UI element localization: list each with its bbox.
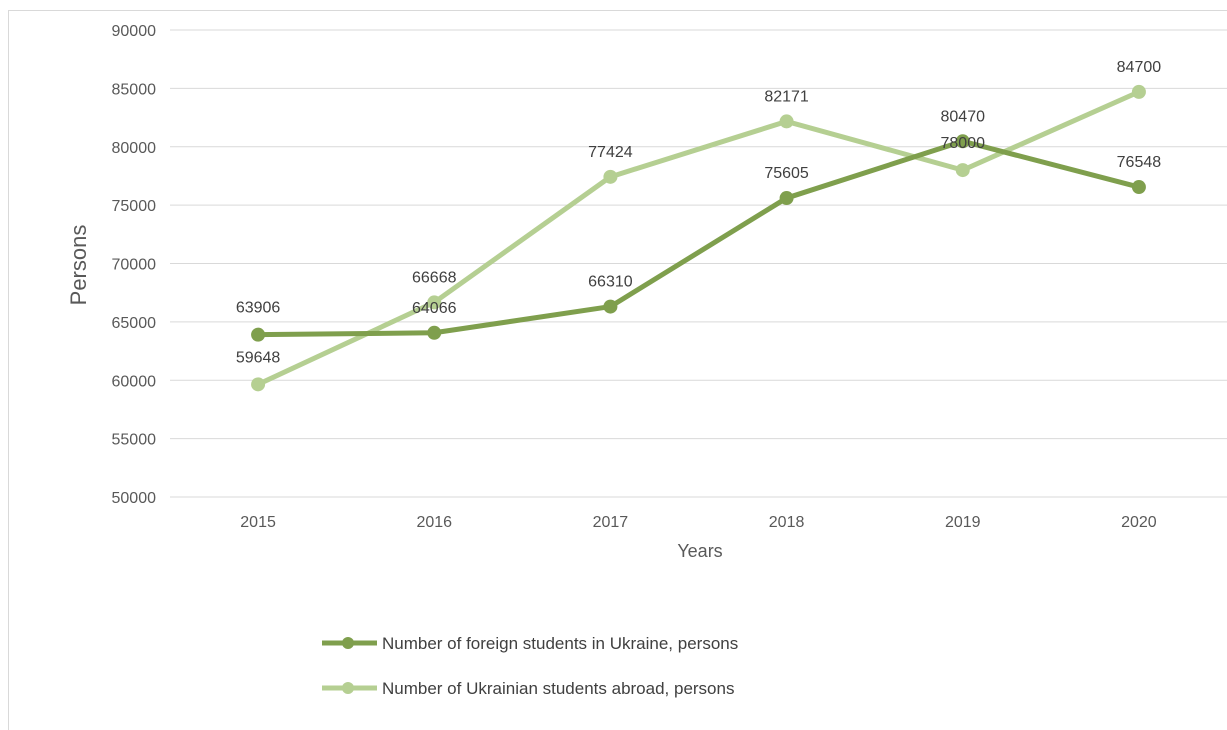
legend-item-ukrainian-students: Number of Ukrainian students abroad, per… [322, 679, 734, 698]
data-point-foreign-students-2019 [955, 134, 970, 149]
legend-marker-foreign-students [342, 637, 354, 649]
data-point-foreign-students-2020 [1131, 180, 1146, 195]
legend-label-ukrainian-students: Number of Ukrainian students abroad, per… [382, 679, 734, 698]
data-label-foreign-students-2018: 75605 [764, 165, 809, 182]
y-axis-ticks: 50000 55000 60000 65000 70000 75000 80000 85000… [112, 23, 157, 507]
x-tick-label-2020: 2020 [1121, 514, 1157, 531]
y-tick-label-80000: 80000 [112, 140, 157, 157]
chart-frame [8, 10, 1227, 730]
data-label-ukrainian-students-2019: 78000 [941, 135, 986, 152]
data-point-ukrainian-students-2020 [1131, 84, 1146, 99]
data-point-ukrainian-students-2018 [779, 114, 794, 129]
legend: Number of foreign students in Ukraine, p… [322, 634, 738, 698]
y-tick-label-90000: 90000 [112, 23, 157, 40]
y-tick-label-65000: 65000 [112, 315, 157, 332]
data-point-foreign-students-2017 [603, 299, 618, 314]
legend-item-foreign-students: Number of foreign students in Ukraine, p… [322, 634, 738, 653]
series-line-foreign-students [255, 138, 1142, 338]
x-axis-title: Years [677, 541, 722, 561]
y-tick-label-60000: 60000 [112, 373, 157, 390]
y-tick-label-50000: 50000 [112, 490, 157, 507]
data-point-foreign-students-2016 [427, 325, 442, 340]
data-label-foreign-students-2019: 80470 [941, 108, 986, 125]
legend-label-foreign-students: Number of foreign students in Ukraine, p… [382, 634, 738, 653]
y-tick-label-85000: 85000 [112, 81, 157, 98]
data-label-foreign-students-2015: 63906 [236, 300, 281, 317]
data-label-ukrainian-students-2018: 82171 [764, 88, 809, 105]
x-tick-label-2019: 2019 [945, 514, 981, 531]
x-tick-label-2018: 2018 [769, 514, 805, 531]
data-point-foreign-students-2015 [251, 327, 266, 342]
data-label-ukrainian-students-2016: 66668 [412, 269, 457, 286]
series-lines [251, 84, 1146, 392]
data-label-foreign-students-2017: 66310 [588, 274, 633, 291]
x-tick-label-2015: 2015 [240, 514, 276, 531]
data-point-ukrainian-students-2019 [955, 163, 970, 178]
data-point-ukrainian-students-2015 [251, 377, 266, 392]
data-point-ukrainian-students-2016 [427, 295, 442, 310]
x-axis-ticks: 2015 2016 2017 2018 2019 2020 [240, 514, 1157, 531]
data-labels: 63906 64066 66310 75605 80470 76548 59648 66668… [236, 59, 1161, 366]
data-label-foreign-students-2020: 76548 [1117, 154, 1162, 171]
series-line-ukrainian-students [255, 89, 1142, 387]
data-label-ukrainian-students-2020: 84700 [1117, 59, 1162, 76]
y-tick-label-55000: 55000 [112, 432, 157, 449]
data-label-ukrainian-students-2017: 77424 [588, 144, 633, 161]
x-tick-label-2017: 2017 [593, 514, 629, 531]
legend-marker-ukrainian-students [342, 682, 354, 694]
data-label-foreign-students-2016: 64066 [412, 300, 457, 317]
data-point-ukrainian-students-2017 [603, 169, 618, 184]
gridlines [170, 29, 1227, 498]
data-point-foreign-students-2018 [779, 191, 794, 206]
y-tick-label-75000: 75000 [112, 198, 157, 215]
y-axis-title: Persons [66, 225, 91, 306]
y-tick-label-70000: 70000 [112, 257, 157, 274]
x-tick-label-2016: 2016 [416, 514, 452, 531]
data-label-ukrainian-students-2015: 59648 [236, 349, 281, 366]
